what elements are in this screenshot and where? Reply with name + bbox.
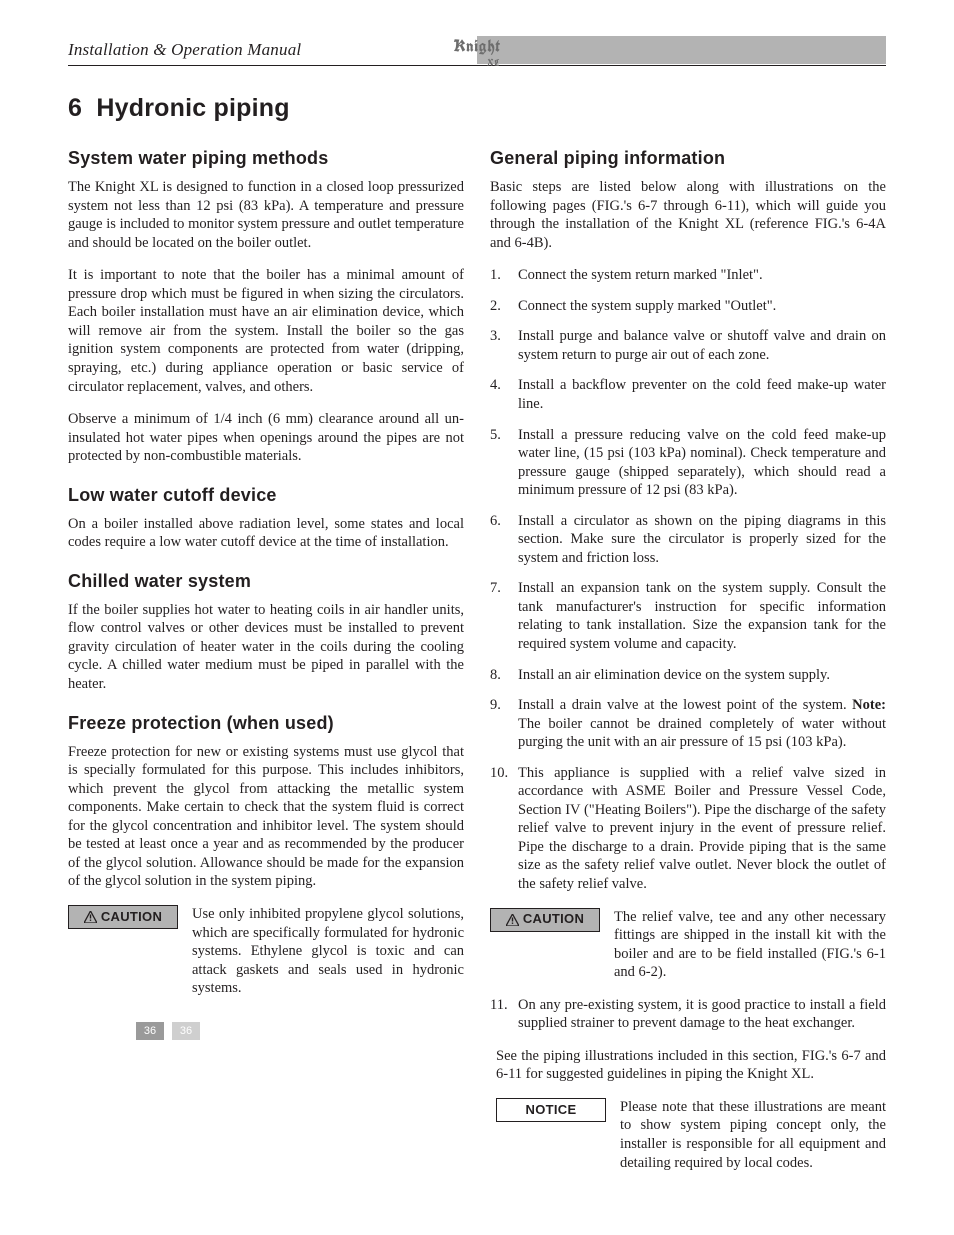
section-title: Hydronic piping: [96, 94, 289, 122]
brand-logo: Knight XL: [454, 34, 501, 69]
right-notice-block: NOTICE Please note that these illustrati…: [496, 1098, 886, 1172]
step-10: This appliance is supplied with a relief…: [490, 764, 886, 894]
section-heading: 6 Hydronic piping: [68, 94, 886, 123]
brand-name: Knight: [454, 34, 501, 57]
step-7: Install an expansion tank on the system …: [490, 579, 886, 653]
main-columns: System water piping methods The Knight X…: [0, 129, 954, 1226]
left-p2: It is important to note that the boiler …: [68, 266, 464, 396]
step-11: On any pre-existing system, it is good p…: [490, 996, 886, 1033]
step-1: Connect the system return marked "Inlet"…: [490, 266, 886, 285]
left-p5: If the boiler supplies hot water to heat…: [68, 601, 464, 694]
step-9-rest: The boiler cannot be drained completely …: [518, 716, 886, 751]
caution-label: CAUTION: [523, 911, 584, 928]
notice-label: NOTICE: [526, 1102, 577, 1119]
page-number-light: 36: [172, 1022, 200, 1040]
step-5: Install a pressure reducing valve on the…: [490, 426, 886, 500]
page-number-block: 36 36: [136, 1022, 464, 1040]
subhead-chilled: Chilled water system: [68, 570, 464, 593]
caution-badge: CAUTION: [490, 908, 600, 932]
step-6: Install a circulator as shown on the pip…: [490, 512, 886, 568]
step-3: Install purge and balance valve or shuto…: [490, 327, 886, 364]
step-2: Connect the system supply marked "Outlet…: [490, 297, 886, 316]
subhead-lwco: Low water cutoff device: [68, 484, 464, 507]
left-p3: Observe a minimum of 1/4 inch (6 mm) cle…: [68, 410, 464, 466]
right-closing: See the piping illustrations included in…: [490, 1047, 886, 1084]
left-p1: The Knight XL is designed to function in…: [68, 178, 464, 252]
step-4: Install a backflow preventer on the cold…: [490, 376, 886, 413]
right-intro: Basic steps are listed below along with …: [490, 178, 886, 252]
brand-sub: XL: [454, 57, 501, 69]
warning-triangle-icon: [84, 911, 97, 923]
notice-badge: NOTICE: [496, 1098, 606, 1122]
right-caution-text: The relief valve, tee and any other nece…: [614, 908, 886, 982]
section-number: 6: [68, 94, 82, 122]
left-caution-text: Use only inhibited propylene glycol solu…: [192, 905, 464, 998]
step-9: Install a drain valve at the lowest poin…: [490, 696, 886, 752]
left-p4: On a boiler installed above radiation le…: [68, 515, 464, 552]
page-number-dark: 36: [136, 1022, 164, 1040]
step-9-prefix: Install a drain valve at the lowest poin…: [518, 697, 847, 713]
left-p6: Freeze protection for new or existing sy…: [68, 743, 464, 891]
left-caution-block: CAUTION Use only inhibited propylene gly…: [68, 905, 464, 998]
subhead-system-piping: System water piping methods: [68, 147, 464, 170]
install-steps: Connect the system return marked "Inlet"…: [490, 266, 886, 893]
right-column: General piping information Basic steps a…: [490, 129, 886, 1186]
left-column: System water piping methods The Knight X…: [68, 129, 464, 1186]
right-caution-block: CAUTION The relief valve, tee and any ot…: [490, 908, 886, 982]
step-8: Install an air elimination device on the…: [490, 666, 886, 685]
step-9-note-label: Note:: [852, 697, 886, 713]
caution-badge: CAUTION: [68, 905, 178, 929]
caution-label: CAUTION: [101, 909, 162, 926]
subhead-freeze: Freeze protection (when used): [68, 712, 464, 735]
right-notice-text: Please note that these illustrations are…: [620, 1098, 886, 1172]
install-steps-cont: On any pre-existing system, it is good p…: [490, 996, 886, 1033]
subhead-general-piping: General piping information: [490, 147, 886, 170]
page-header: Installation & Operation Manual Knight X…: [68, 38, 886, 66]
header-manual-title: Installation & Operation Manual: [68, 40, 301, 60]
warning-triangle-icon: [506, 914, 519, 926]
